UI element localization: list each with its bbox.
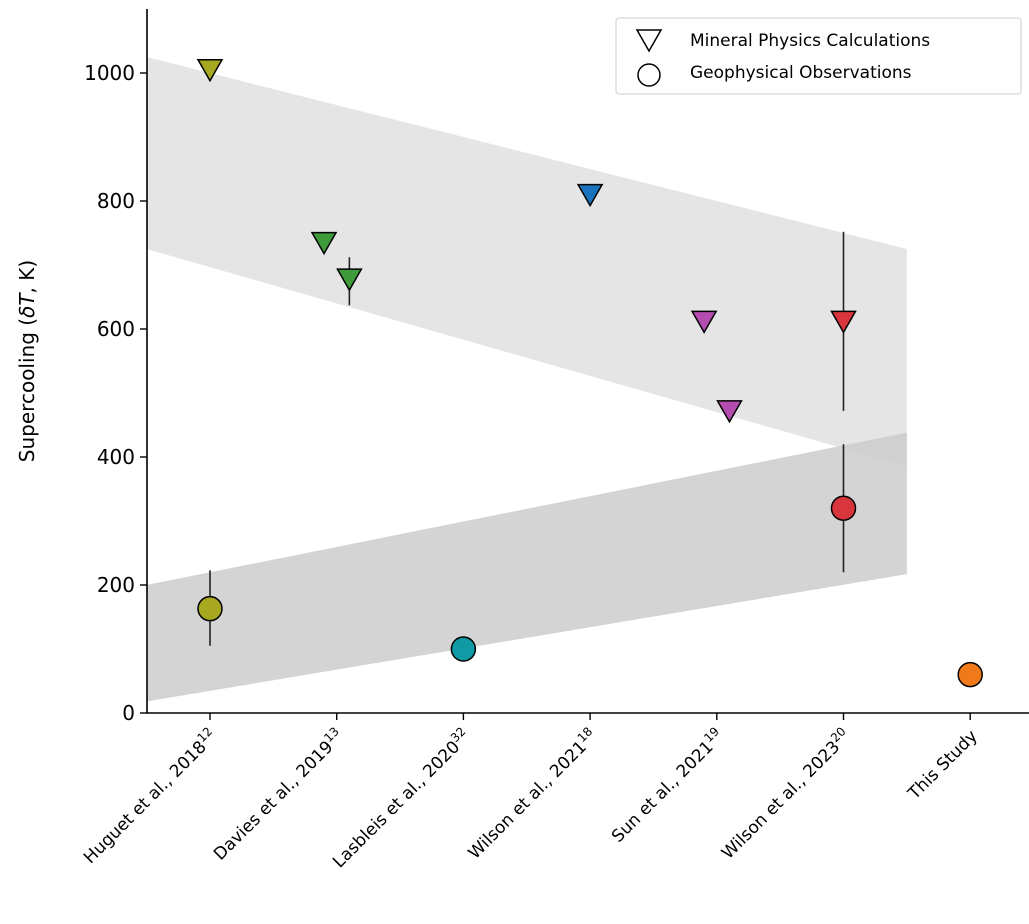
x-tick-label-text: This Study bbox=[904, 726, 982, 804]
y-tick-label: 600 bbox=[97, 317, 135, 341]
x-tick-label: This Study bbox=[904, 726, 982, 804]
data-point-triangle bbox=[576, 183, 604, 208]
x-tick-label-text: Davies et al., 2019 bbox=[210, 737, 337, 864]
y-tick-label: 800 bbox=[97, 189, 135, 213]
y-axis-label-variable: δT bbox=[15, 292, 39, 318]
data-point-triangle bbox=[310, 231, 338, 256]
legend-label-mineral-physics: Mineral Physics Calculations bbox=[690, 31, 930, 51]
data-point-circle bbox=[830, 495, 857, 521]
y-tick-label: 1000 bbox=[84, 61, 135, 85]
x-tick-label-text: Wilson et al., 2023 bbox=[718, 737, 844, 863]
legend-box bbox=[615, 17, 1022, 95]
data-point-triangle bbox=[336, 268, 363, 292]
x-tick-label: Wilson et al., 202320 bbox=[716, 724, 855, 863]
x-tick-label: Huguet et al., 201812 bbox=[78, 724, 222, 868]
y-tick-label: 200 bbox=[97, 573, 135, 597]
y-axis-label-suffix: , K) bbox=[15, 260, 39, 294]
mineral-physics-band bbox=[147, 57, 907, 467]
y-axis-label: Supercooling (δT, K) bbox=[15, 260, 39, 462]
data-point-triangle bbox=[196, 59, 224, 83]
data-point-circle bbox=[197, 595, 223, 622]
y-tick-label: 400 bbox=[97, 445, 135, 469]
shaded-bands bbox=[147, 57, 907, 702]
legend-circle-icon bbox=[637, 63, 661, 87]
x-tick-label: Lasbleis et al., 202032 bbox=[327, 724, 475, 872]
axes bbox=[146, 9, 1029, 714]
y-tick-label: 0 bbox=[122, 701, 135, 725]
x-tick-label-text: Wilson et al., 2021 bbox=[465, 737, 591, 863]
data-point-circle bbox=[450, 636, 477, 662]
x-tick-label: Wilson et al., 202118 bbox=[463, 724, 602, 863]
x-tick-label-text: Sun et al., 2021 bbox=[608, 737, 718, 847]
x-tick-label-text: Huguet et al., 2018 bbox=[80, 737, 211, 868]
data-point-triangle bbox=[830, 310, 857, 334]
x-tick-label-text: Lasbleis et al., 2020 bbox=[329, 737, 464, 872]
data-point-triangle bbox=[716, 400, 743, 424]
geophysical-band bbox=[147, 432, 907, 702]
x-tick-label: Davies et al., 201913 bbox=[208, 724, 348, 864]
y-axis-label-prefix: Supercooling ( bbox=[15, 318, 39, 462]
legend: Mineral Physics Calculations Geophysical… bbox=[615, 17, 1022, 95]
data-point-circle bbox=[957, 661, 983, 688]
data-point-triangle bbox=[690, 310, 718, 334]
legend-label-geophysical: Geophysical Observations bbox=[690, 63, 912, 83]
y-ticks: 0 200 400 600 800 1000 bbox=[84, 61, 147, 725]
data-markers bbox=[196, 59, 983, 688]
legend-triangle-icon bbox=[635, 29, 663, 53]
x-tick-label: Sun et al., 202119 bbox=[606, 724, 728, 846]
